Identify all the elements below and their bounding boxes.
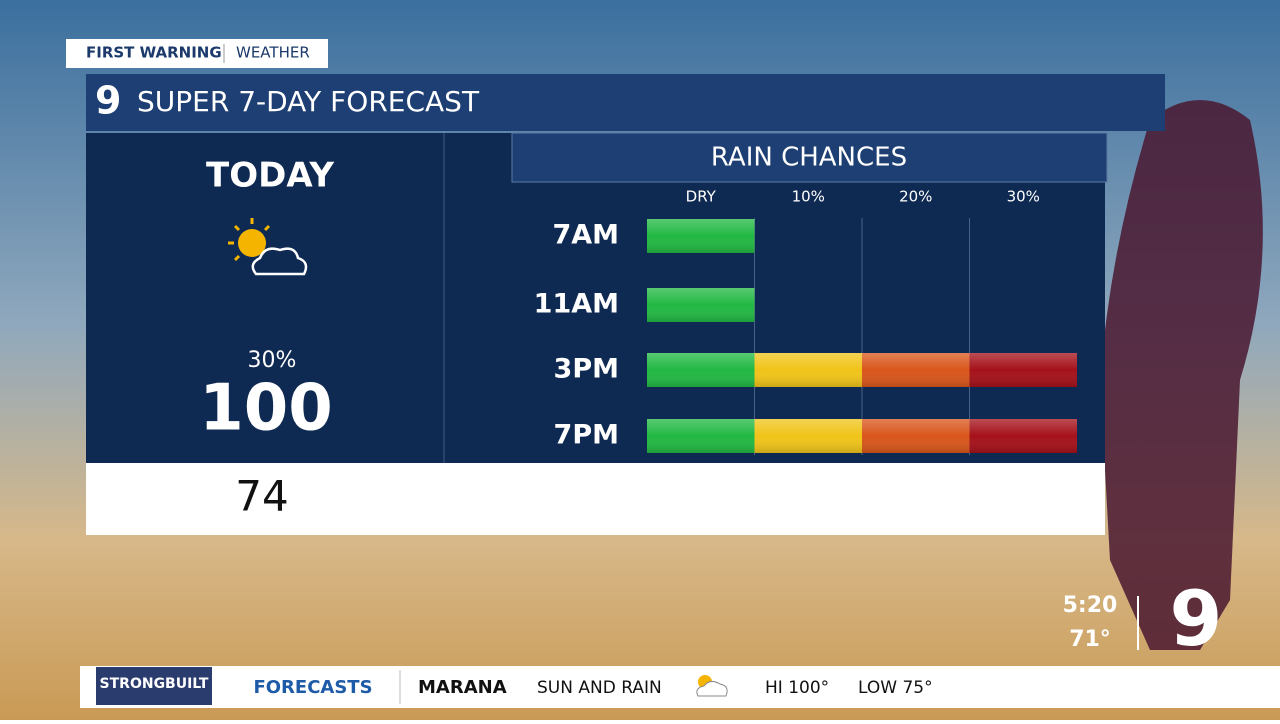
bar-shine — [754, 419, 862, 453]
row-label: 7PM — [554, 420, 619, 451]
brand: FIRST WARNING — [86, 44, 222, 62]
row-label: 7AM — [552, 220, 619, 251]
logo: 9 — [95, 79, 121, 123]
sponsor: STRONGBUILT — [100, 676, 209, 692]
bar-shine — [862, 353, 970, 387]
low: LOW 75° — [858, 678, 933, 698]
low-strip — [86, 463, 1105, 535]
low-temp: 74 — [235, 472, 288, 521]
bar-shine — [647, 419, 755, 453]
ticker-icon — [696, 675, 728, 697]
today-label: TODAY — [206, 156, 334, 196]
ticker — [80, 666, 1280, 708]
title: SUPER 7-DAY FORECAST — [137, 85, 480, 118]
rain-chance: 30% — [248, 348, 297, 373]
title-bar — [86, 74, 1165, 131]
city: MARANA — [418, 677, 507, 698]
ticker-label: FORECASTS — [253, 677, 372, 698]
x-tick-label: 20% — [899, 188, 932, 206]
row-label: 11AM — [534, 289, 619, 320]
section: WEATHER — [236, 44, 310, 62]
x-tick-label: 10% — [792, 188, 825, 206]
condition: SUN AND RAIN — [537, 678, 662, 698]
row-label: 3PM — [554, 354, 619, 385]
bar-shine — [754, 353, 862, 387]
x-tick-label: DRY — [686, 188, 717, 206]
weather-icon — [228, 218, 308, 276]
bar-shine — [969, 353, 1077, 387]
sponsor-box — [96, 667, 212, 705]
time: 5:20 — [1063, 593, 1118, 618]
bar-shine — [647, 353, 755, 387]
high-temp: 100 — [199, 372, 333, 446]
bar-shine — [969, 419, 1077, 453]
panel — [86, 133, 1105, 463]
station-logo: 9 — [1170, 574, 1223, 663]
hi: HI 100° — [765, 678, 829, 698]
bar-shine — [862, 419, 970, 453]
chart-title: RAIN CHANCES — [711, 143, 907, 173]
presenter — [1100, 100, 1263, 650]
chart-header — [511, 132, 1108, 183]
bar-shine — [647, 219, 755, 253]
brand-tab — [66, 39, 328, 68]
bar-shine — [647, 288, 755, 322]
x-tick-label: 30% — [1007, 188, 1040, 206]
rain-chart: DRY 10% 20% 30% 7AM 11AM 3PM 7PM — [534, 188, 1077, 455]
temp: 71° — [1069, 627, 1111, 652]
